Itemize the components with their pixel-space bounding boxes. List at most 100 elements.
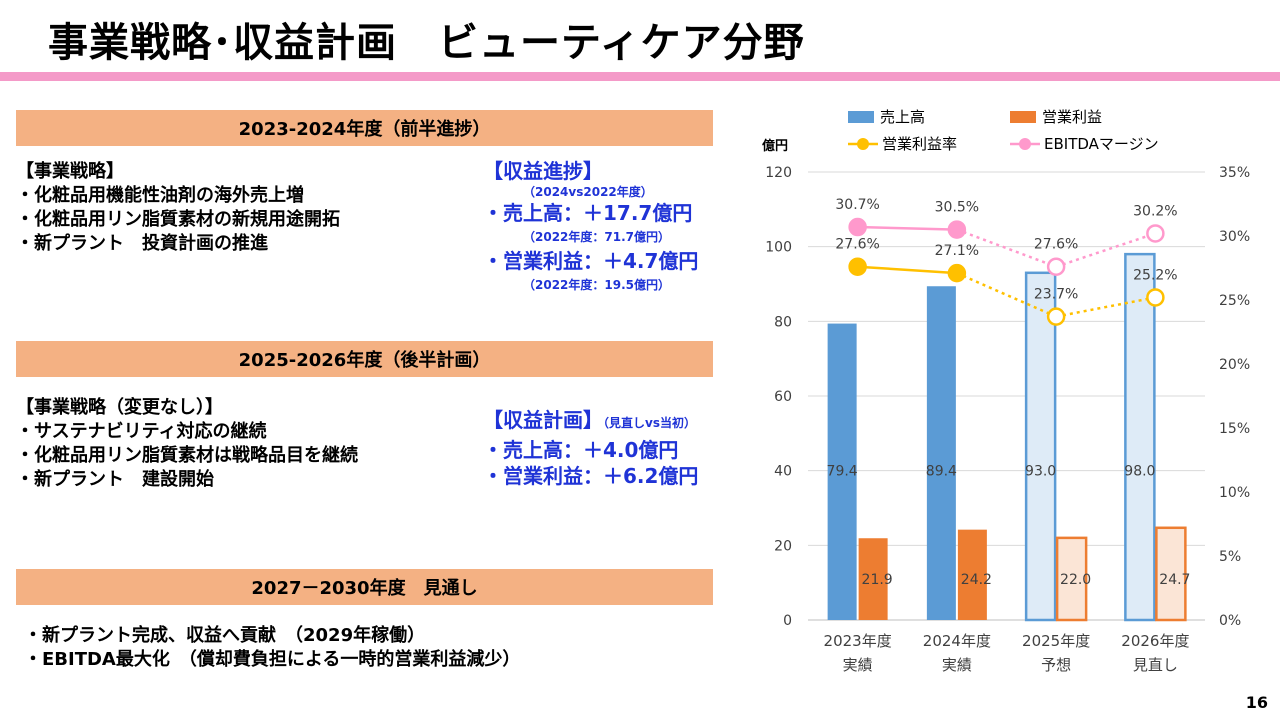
sales-data-label: 89.4 [926,464,957,480]
legend-ebitda-swatch [1010,137,1040,150]
section1-progress: 【収益進捗】 （2024vs2022年度） ・売上高：＋17.7億円 （2022… [483,158,698,296]
profit-data-label: 22.0 [1060,572,1091,588]
y2-tick-label: 0% [1219,613,1241,629]
y2-tick-label: 30% [1219,229,1250,245]
x-tick-label: 実績 [843,656,873,674]
progress-note: （2024vs2022年度） [523,185,653,199]
plan-note: （見直しvs当初） [603,416,696,430]
y2-tick-label: 25% [1219,293,1250,309]
progress-profit-note: （2022年度：19.5億円） [523,278,671,292]
margin-point [1046,307,1066,326]
section2-plan: 【収益計画】（見直しvs当初） ・売上高：＋4.0億円 ・営業利益：＋6.2億円 [483,406,698,489]
x-tick-label: 予想 [1041,656,1071,674]
sales-bar [1124,252,1156,622]
section1-header: 2023-2024年度（前半進捗） [16,110,713,146]
legend-ebitda-label: EBITDAマージン [1044,135,1159,153]
y2-tick-label: 5% [1219,549,1241,565]
section2-strategy-item: ・サステナビリティ対応の継続 [16,421,267,442]
margin-line [1055,296,1156,318]
section1-strategy-item: ・新プラント 投資計画の推進 [16,233,268,254]
progress-sales: ・売上高：＋17.7億円 [483,201,693,225]
plan-sales: ・売上高：＋4.0億円 [483,438,679,462]
sales-bar [1024,271,1057,622]
y2-tick-label: 10% [1219,485,1250,501]
margin-data-label: 27.1% [935,243,979,259]
section2-strategy-heading: 【事業戦略（変更なし）】 [16,397,223,418]
y2-tick-label: 15% [1219,421,1250,437]
ebitda-data-label: 30.5% [935,200,979,216]
x-tick-label: 2026年度 [1121,632,1189,650]
legend-sales: 売上高 [848,106,925,127]
y-tick-label: 20 [774,538,792,554]
profit-data-label: 21.9 [862,572,893,588]
section1-strategy: 【事業戦略】 ・化粧品用機能性油剤の海外売上増 ・化粧品用リン脂質素材の新規用途… [16,160,340,256]
sales-data-label: 93.0 [1025,464,1056,480]
legend-profit-label: 営業利益 [1042,108,1103,126]
y-tick-label: 60 [774,389,792,405]
y2-tick-label: 35% [1219,165,1250,181]
margin-data-label: 27.6% [835,237,879,253]
ebitda-data-label: 30.7% [835,197,879,213]
ebitda-data-label: 27.6% [1034,237,1078,253]
y-tick-label: 0 [783,613,792,629]
section3-header: 2027－2030年度 見通し [16,569,713,605]
ebitda-line [857,225,957,231]
profit-bar [957,529,987,620]
outlook-item: ・EBITDA最大化 （償却費負担による一時的営業利益減少） [24,649,521,670]
y-tick-label: 80 [774,314,792,330]
section2-strategy-item: ・化粧品用リン脂質素材は戦略品目を継続 [16,445,358,466]
profit-bar [1055,536,1088,622]
legend-margin-label: 営業利益率 [882,135,958,153]
section3-items: ・新プラント完成、収益へ貢献 （2029年稼働） ・EBITDA最大化 （償却費… [24,624,520,672]
y-tick-label: 120 [765,165,792,181]
x-tick-label: 見直し [1133,656,1178,674]
y-tick-label: 40 [774,464,792,480]
margin-data-label: 23.7% [1034,287,1078,303]
title-underline [0,72,1280,81]
y-axis-unit: 億円 [762,138,788,154]
page-title: 事業戦略･収益計画 ビューティケア分野 [48,20,805,66]
profit-bar [858,538,888,620]
section2-header: 2025-2026年度（後半計画） [16,341,713,377]
progress-profit: ・営業利益：＋4.7億円 [483,249,699,273]
profit-data-label: 24.7 [1159,572,1190,588]
legend-profit: 営業利益 [1010,106,1102,127]
x-tick-label: 2025年度 [1022,632,1090,650]
x-tick-label: 実績 [942,656,972,674]
sales-data-label: 79.4 [827,464,858,480]
legend-sales-label: 売上高 [880,108,926,126]
profit-data-label: 24.2 [961,572,992,588]
section2-strategy-item: ・新プラント 建設開始 [16,469,214,490]
margin-line [857,265,957,275]
sales-data-label: 98.0 [1124,464,1155,480]
x-tick-label: 2023年度 [824,632,892,650]
profit-bar [1155,526,1187,622]
ebitda-point [1146,224,1165,243]
margin-point [1146,288,1165,307]
section2-strategy: 【事業戦略（変更なし）】 ・サステナビリティ対応の継続 ・化粧品用リン脂質素材は… [16,396,358,492]
sales-bar [827,323,857,620]
sales-profit-chart: 0 20 40 60 80 100 120 億円 0% 5% 10% 15% 20% 25% 30% 35% 7… [762,138,1250,674]
plan-heading: 【収益計画】 [483,408,603,432]
legend-margin-swatch [848,137,878,150]
progress-sales-note: （2022年度：71.7億円） [523,230,671,244]
y2-tick-label: 20% [1219,357,1250,373]
page-number: 16 [1245,693,1268,712]
legend-sales-swatch [848,110,874,123]
ebitda-point [848,217,867,237]
margin-point [848,257,867,276]
plan-profit: ・営業利益：＋6.2億円 [483,464,699,488]
legend-profit-swatch [1010,110,1036,123]
section1-strategy-heading: 【事業戦略】 [16,161,124,182]
x-tick-label: 2024年度 [923,632,991,650]
ebitda-data-label: 30.2% [1133,203,1177,219]
margin-point [947,263,967,283]
section1-strategy-item: ・化粧品用機能性油剤の海外売上増 [16,185,304,206]
outlook-item: ・新プラント完成、収益へ貢献 （2029年稼働） [24,625,426,646]
legend-margin: 営業利益率 [848,133,957,154]
section1-strategy-item: ・化粧品用リン脂質素材の新規用途開拓 [16,209,340,230]
margin-data-label: 25.2% [1133,267,1177,283]
legend-ebitda: EBITDAマージン [1010,133,1159,154]
ebitda-point [1046,257,1066,276]
sales-bar [926,286,956,620]
